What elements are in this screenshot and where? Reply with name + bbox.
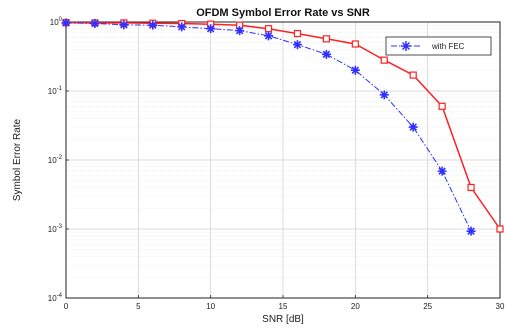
y-tick-label: 10-4 xyxy=(48,293,63,303)
legend-box xyxy=(385,36,492,56)
y-tick-label: 10-2 xyxy=(48,155,63,165)
x-tick-label: 30 xyxy=(496,302,505,311)
x-axis-label: SNR [dB] xyxy=(262,314,304,325)
series-marker-star xyxy=(437,166,447,176)
y-axis: 100 10-1 10-2 10-3 10-4 xyxy=(48,17,69,303)
series-marker-star xyxy=(379,90,389,100)
series-marker-square xyxy=(409,71,417,79)
series-marker-square xyxy=(264,25,273,33)
series-marker-star xyxy=(206,24,216,34)
series-marker-star xyxy=(61,18,71,28)
x-tick-label: 20 xyxy=(351,302,360,311)
chart-title: OFDM Symbol Error Rate vs SNR xyxy=(196,7,370,19)
series-marker-star xyxy=(264,31,274,41)
y-tick-label: 100 xyxy=(50,17,63,27)
x-axis: 0 5 10 15 20 25 30 xyxy=(64,295,505,311)
series-marker-star xyxy=(235,26,245,36)
series-marker-star xyxy=(148,20,158,30)
series-marker-square xyxy=(322,35,330,43)
series-marker-square xyxy=(496,225,504,233)
y-tick-label: 10-3 xyxy=(48,224,63,234)
series-marker-star xyxy=(321,49,331,59)
series-marker-square xyxy=(380,56,388,64)
series-marker-star xyxy=(408,122,418,132)
series-marker-square xyxy=(467,183,475,192)
y-axis-label: Symbol Error Rate xyxy=(12,118,23,201)
x-tick-label: 15 xyxy=(279,302,288,311)
series-marker-star xyxy=(119,20,129,30)
series-marker-star xyxy=(177,22,187,32)
series-line-1 xyxy=(65,21,501,230)
x-tick-label: 10 xyxy=(206,302,215,311)
series-marker-square xyxy=(351,40,359,48)
x-tick-label: 0 xyxy=(64,302,69,311)
series-marker-star xyxy=(292,40,302,50)
series-group xyxy=(61,18,504,236)
series-marker-star xyxy=(350,65,360,75)
legend-label: with FEC xyxy=(431,42,465,51)
series-marker-square xyxy=(293,29,302,38)
series-marker-star xyxy=(466,226,476,236)
legend: with FEC xyxy=(385,36,492,56)
series-marker-star xyxy=(90,19,100,29)
x-tick-label: 25 xyxy=(423,302,432,311)
legend-marker-star xyxy=(401,41,411,51)
x-tick-label: 5 xyxy=(136,302,141,311)
series-marker-square xyxy=(438,102,446,110)
y-tick-label: 10-1 xyxy=(48,86,63,96)
